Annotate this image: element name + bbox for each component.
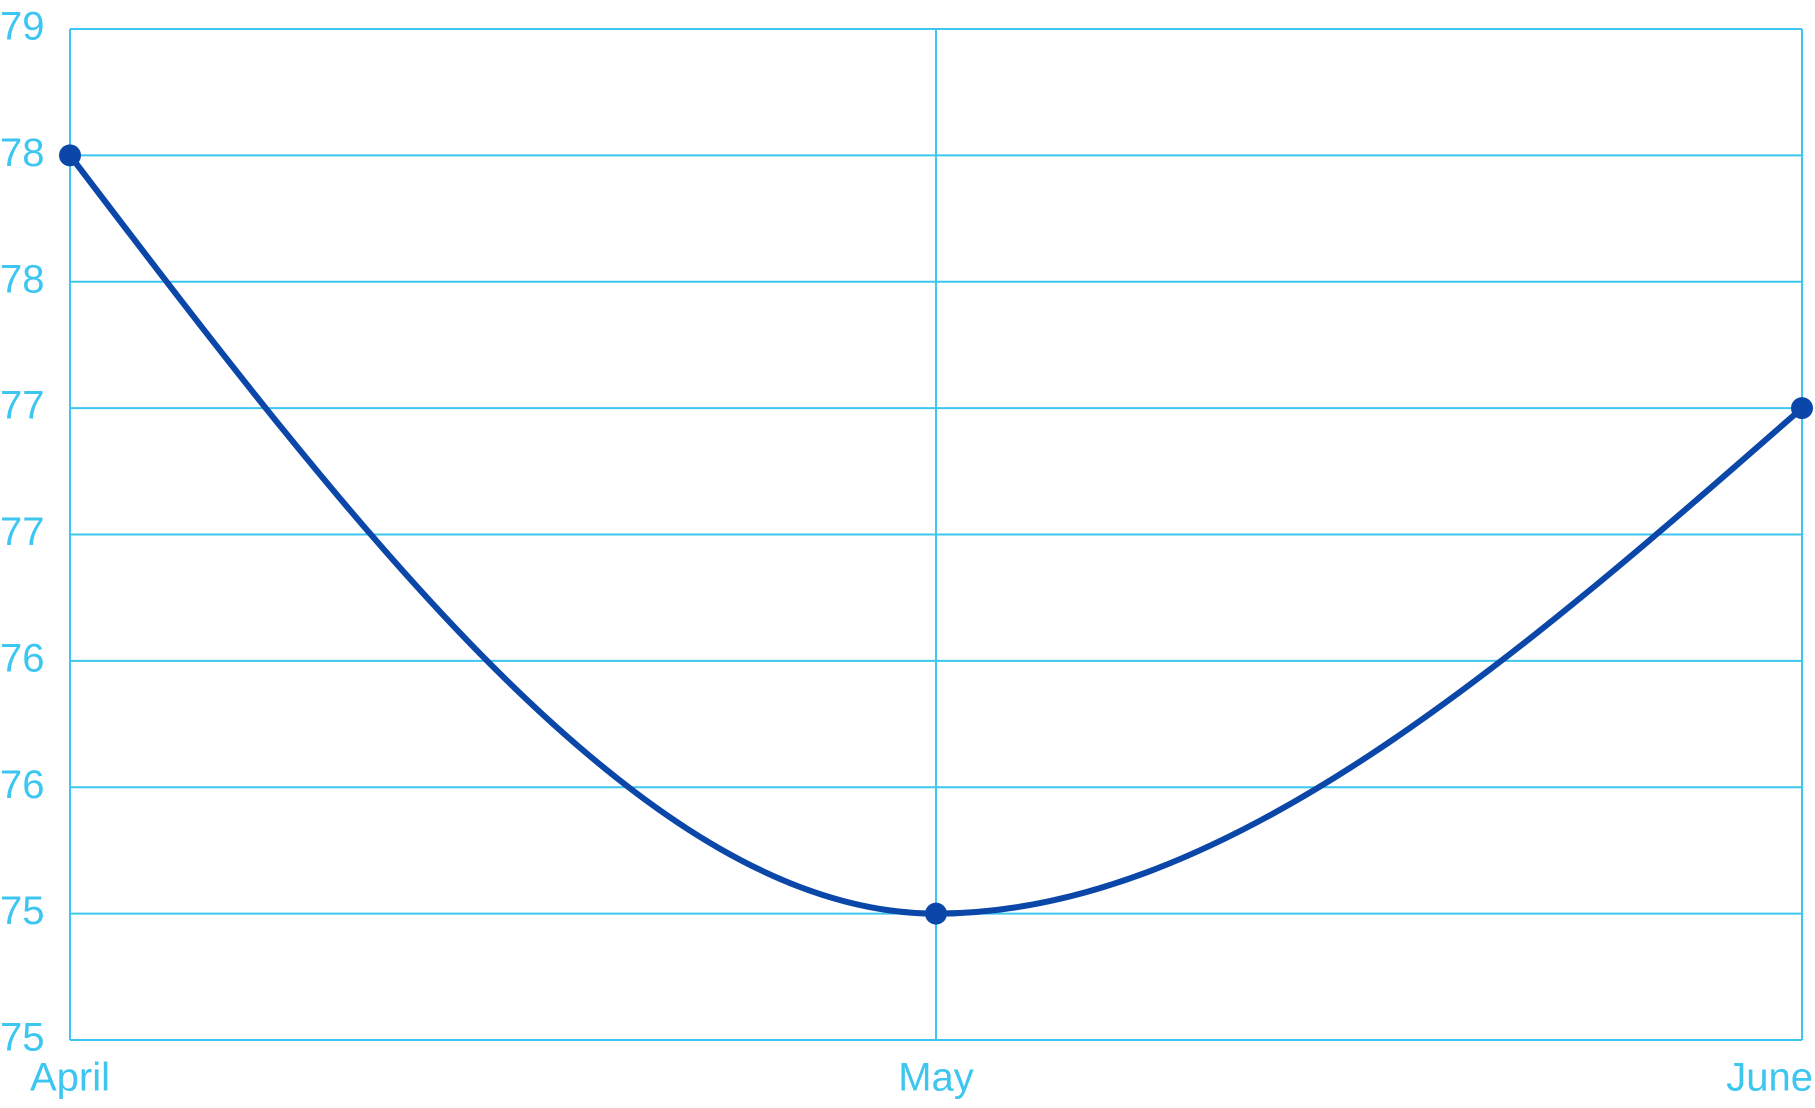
y-tick-label: 78 — [0, 131, 45, 175]
point — [925, 902, 947, 925]
y-tick-label: 78 — [0, 257, 45, 301]
y-tick-label: 75 — [0, 889, 45, 933]
line — [67, 153, 1804, 917]
x-tick-label: June — [1726, 1056, 1813, 1100]
x-tick-label: April — [30, 1056, 110, 1100]
x-tick-label: May — [898, 1056, 974, 1100]
y-tick-label: 76 — [0, 636, 45, 680]
point — [1791, 397, 1813, 420]
point — [59, 144, 81, 167]
y-tick-label: 77 — [0, 384, 45, 428]
y-tick-label: 75 — [0, 1016, 45, 1060]
y-tick-label: 77 — [0, 510, 45, 554]
y-tick-label: 79 — [0, 5, 45, 49]
y-tick-label: 76 — [0, 763, 45, 807]
